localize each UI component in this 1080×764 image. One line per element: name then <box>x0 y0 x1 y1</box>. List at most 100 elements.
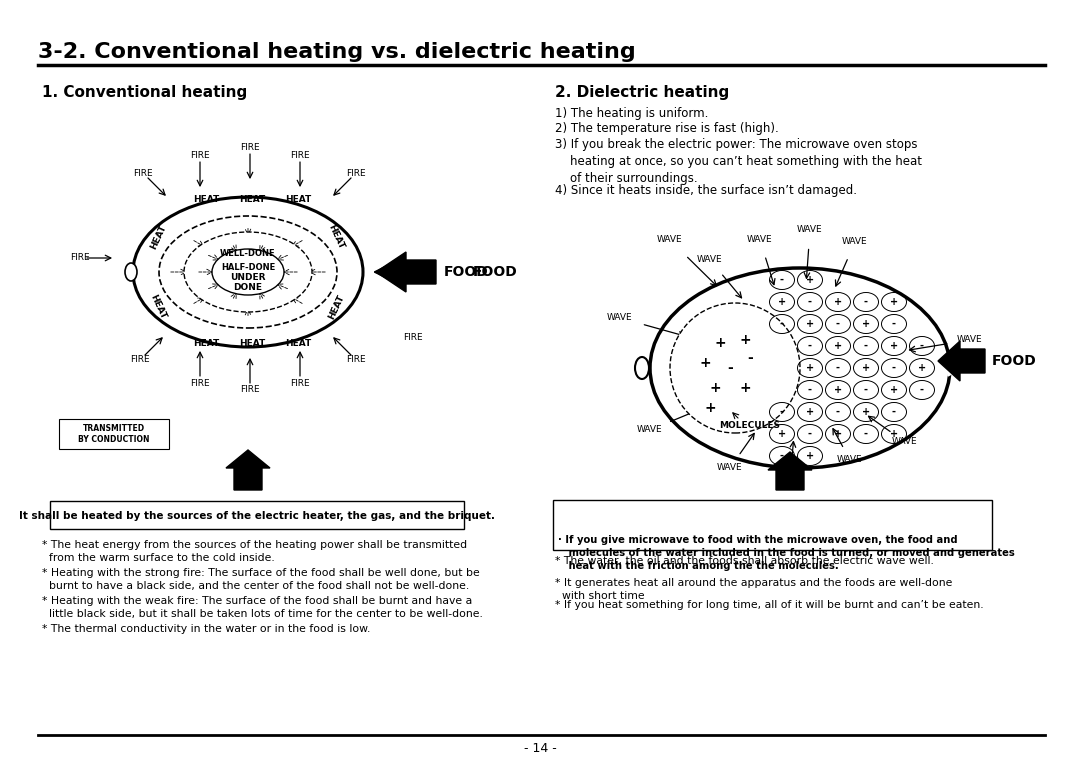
Text: +: + <box>806 363 814 373</box>
Text: * The water, the oil and the foods shall absorb the electric wave well.: * The water, the oil and the foods shall… <box>555 556 934 566</box>
Text: -: - <box>780 407 784 417</box>
Text: +: + <box>862 407 870 417</box>
Text: +: + <box>710 381 720 395</box>
Text: +: + <box>806 275 814 285</box>
Text: FIRE: FIRE <box>403 334 422 342</box>
Text: WAVE: WAVE <box>607 313 633 322</box>
Text: +: + <box>890 297 899 307</box>
Text: +: + <box>806 407 814 417</box>
Text: * If you heat something for long time, all of it will be burnt and can’t be eate: * If you heat something for long time, a… <box>555 600 984 610</box>
Text: WAVE: WAVE <box>797 225 823 235</box>
Text: +: + <box>890 341 899 351</box>
Text: WELL-DONE: WELL-DONE <box>220 250 275 258</box>
Text: -: - <box>864 385 868 395</box>
Ellipse shape <box>159 216 337 328</box>
Text: -: - <box>747 351 753 365</box>
Text: -: - <box>920 341 924 351</box>
Text: +: + <box>778 297 786 307</box>
Text: HEAT: HEAT <box>148 223 167 251</box>
Text: WAVE: WAVE <box>957 335 983 345</box>
Text: +: + <box>834 341 842 351</box>
Text: * Heating with the weak fire: The surface of the food shall be burnt and have a
: * Heating with the weak fire: The surfac… <box>42 596 483 619</box>
Text: · If you give microwave to food with the microwave oven, the food and
   molecul: · If you give microwave to food with the… <box>558 535 1015 571</box>
Text: UNDER: UNDER <box>230 274 266 283</box>
Text: FIRE: FIRE <box>190 378 210 387</box>
Text: HEAT: HEAT <box>326 293 346 321</box>
Text: TRANSMITTED
BY CONDUCTION: TRANSMITTED BY CONDUCTION <box>78 424 150 444</box>
Text: It shall be heated by the sources of the electric heater, the gas, and the briqu: It shall be heated by the sources of the… <box>19 511 495 521</box>
Ellipse shape <box>650 268 950 468</box>
Text: 3-2. Conventional heating vs. dielectric heating: 3-2. Conventional heating vs. dielectric… <box>38 42 636 62</box>
Text: WAVE: WAVE <box>837 455 863 465</box>
Text: HALF-DONE: HALF-DONE <box>221 264 275 273</box>
Text: WAVE: WAVE <box>778 475 802 484</box>
Text: FIRE: FIRE <box>131 355 150 364</box>
Text: FIRE: FIRE <box>347 169 366 177</box>
Text: -: - <box>892 319 896 329</box>
Text: * It generates heat all around the apparatus and the foods are well-done
  with : * It generates heat all around the appar… <box>555 578 953 601</box>
Text: +: + <box>862 319 870 329</box>
Text: HEAT: HEAT <box>193 196 219 205</box>
Text: HEAT: HEAT <box>285 196 311 205</box>
Polygon shape <box>768 452 812 490</box>
Text: -: - <box>864 341 868 351</box>
Ellipse shape <box>670 303 800 433</box>
Polygon shape <box>226 450 270 490</box>
Text: WAVE: WAVE <box>717 464 743 472</box>
Text: -: - <box>920 385 924 395</box>
Text: FIRE: FIRE <box>347 355 366 364</box>
Text: -: - <box>808 341 812 351</box>
Polygon shape <box>376 252 436 292</box>
Text: +: + <box>739 381 751 395</box>
Text: HEAT: HEAT <box>285 339 311 348</box>
Text: -: - <box>892 407 896 417</box>
Text: -: - <box>836 319 840 329</box>
Text: +: + <box>890 385 899 395</box>
Text: - 14 -: - 14 - <box>524 742 556 755</box>
Text: WAVE: WAVE <box>842 238 868 247</box>
Text: +: + <box>862 363 870 373</box>
Text: -: - <box>864 297 868 307</box>
Text: FOOD: FOOD <box>473 265 517 279</box>
Text: FOOD: FOOD <box>444 265 489 279</box>
Text: +: + <box>714 336 726 350</box>
FancyBboxPatch shape <box>553 500 993 550</box>
Text: 2. Dielectric heating: 2. Dielectric heating <box>555 85 729 99</box>
Text: HEAT: HEAT <box>148 293 167 321</box>
Text: +: + <box>806 451 814 461</box>
Text: HEAT: HEAT <box>326 223 346 251</box>
Text: * Heating with the strong fire: The surface of the food shall be well done, but : * Heating with the strong fire: The surf… <box>42 568 480 591</box>
Text: WAVE: WAVE <box>747 235 773 244</box>
Text: WAVE: WAVE <box>892 438 918 446</box>
Text: HEAT: HEAT <box>193 339 219 348</box>
Text: -: - <box>808 297 812 307</box>
Text: +: + <box>778 429 786 439</box>
Text: +: + <box>834 297 842 307</box>
Text: MOLECULES: MOLECULES <box>719 422 781 430</box>
Text: -: - <box>808 385 812 395</box>
Text: FIRE: FIRE <box>240 386 260 394</box>
Text: FIRE: FIRE <box>190 151 210 160</box>
Text: +: + <box>890 429 899 439</box>
Text: +: + <box>834 385 842 395</box>
Polygon shape <box>939 341 985 381</box>
Text: +: + <box>834 429 842 439</box>
Text: +: + <box>699 356 711 370</box>
Text: -: - <box>780 451 784 461</box>
Text: -: - <box>864 429 868 439</box>
Text: +: + <box>739 333 751 347</box>
Text: +: + <box>806 319 814 329</box>
Text: FIRE: FIRE <box>291 151 310 160</box>
Text: 2) The temperature rise is fast (high).: 2) The temperature rise is fast (high). <box>555 122 779 135</box>
Text: -: - <box>780 275 784 285</box>
Ellipse shape <box>635 357 649 379</box>
Text: FIRE: FIRE <box>291 378 310 387</box>
Text: HEAT: HEAT <box>239 196 265 205</box>
Text: -: - <box>780 319 784 329</box>
Text: FOOD: FOOD <box>993 354 1037 368</box>
Text: DONE: DONE <box>233 283 262 293</box>
Text: +: + <box>704 401 716 415</box>
Text: HEAT: HEAT <box>239 339 265 348</box>
Text: FIRE: FIRE <box>133 169 152 177</box>
Text: -: - <box>808 429 812 439</box>
